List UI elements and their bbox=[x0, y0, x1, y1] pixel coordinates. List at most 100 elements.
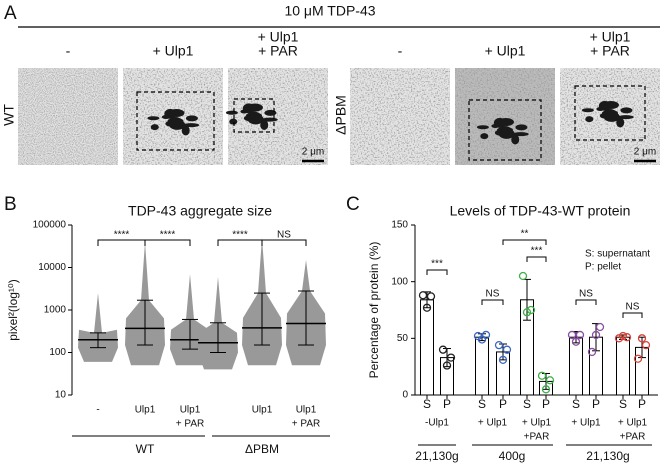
aggregate bbox=[147, 116, 160, 121]
aggregate bbox=[247, 114, 264, 125]
data-point bbox=[418, 291, 428, 300]
column-label: - bbox=[66, 43, 71, 59]
panel-letter: A bbox=[4, 3, 17, 24]
aggregate bbox=[169, 119, 186, 130]
centrifuge-label: 21,130g bbox=[586, 449, 629, 463]
data-point bbox=[438, 345, 448, 354]
micrograph-texture bbox=[350, 68, 450, 165]
significance-bracket bbox=[217, 239, 263, 246]
data-point bbox=[567, 330, 577, 340]
bar bbox=[475, 336, 489, 396]
x-tick-label: P bbox=[592, 397, 600, 411]
group-label: WT bbox=[136, 442, 155, 456]
data-point bbox=[571, 337, 581, 346]
aggregate bbox=[498, 128, 515, 139]
x-tick-label: Ulp1 bbox=[252, 405, 273, 416]
x-tick-label: Ulp1 bbox=[180, 405, 201, 416]
group-label: -Ulp1 bbox=[425, 418, 449, 429]
data-point bbox=[422, 303, 432, 312]
significance-bracket bbox=[97, 239, 146, 246]
aggregate bbox=[476, 125, 489, 130]
group-label: + Ulp1 bbox=[478, 418, 508, 429]
column-label: + Ulp1 bbox=[590, 29, 631, 45]
micrograph-texture bbox=[455, 68, 555, 165]
chart-title: TDP-43 aggregate size bbox=[128, 203, 272, 219]
dot-cloud bbox=[78, 293, 118, 362]
row-label: ΔPBM bbox=[333, 95, 349, 135]
aggregate bbox=[616, 117, 625, 128]
data-point bbox=[618, 331, 628, 341]
data-point bbox=[637, 334, 647, 343]
data-point bbox=[633, 354, 643, 363]
x-tick-label: Ulp1 bbox=[135, 405, 156, 416]
group-label: +PAR bbox=[524, 432, 550, 443]
group-label: ΔPBM bbox=[245, 442, 279, 456]
y-tick-label: 10000 bbox=[38, 262, 66, 273]
aggregate bbox=[511, 134, 520, 145]
roi-box bbox=[136, 91, 215, 151]
scale-bar-label: 2 μm bbox=[634, 147, 656, 158]
significance-bracket bbox=[526, 256, 547, 262]
data-point bbox=[575, 330, 585, 340]
significance-label: NS bbox=[579, 289, 593, 300]
column-label: + Ulp1 bbox=[153, 43, 194, 59]
significance-label: ** bbox=[521, 229, 529, 240]
micrograph-texture bbox=[18, 68, 118, 165]
data-point bbox=[595, 322, 605, 332]
x-tick-label: S bbox=[478, 397, 486, 411]
y-axis-label: Percentage of protein (%) bbox=[367, 242, 381, 379]
aggregate bbox=[185, 115, 198, 122]
x-tick-label: S bbox=[423, 397, 431, 411]
aggregate bbox=[515, 124, 528, 131]
data-point bbox=[541, 385, 551, 394]
data-point bbox=[591, 330, 601, 340]
data-point bbox=[518, 271, 528, 281]
y-tick-label: 100 bbox=[391, 276, 408, 287]
micrographs: WT 2 μm ΔPBM 2 μm bbox=[1, 68, 660, 165]
x-tick-label: - bbox=[96, 405, 99, 416]
aggregate bbox=[581, 108, 594, 113]
aggregate bbox=[617, 115, 634, 120]
aggregate bbox=[603, 111, 620, 122]
significance-label: *** bbox=[431, 259, 443, 270]
data-point bbox=[526, 305, 536, 315]
data-point bbox=[481, 330, 491, 340]
x-tick-label: Ulp1 bbox=[296, 405, 317, 416]
group-label: + Ulp1 bbox=[522, 418, 552, 429]
data-point bbox=[498, 355, 508, 365]
row-label: WT bbox=[1, 104, 17, 126]
aggregate bbox=[261, 117, 278, 122]
aggregate bbox=[183, 123, 200, 128]
panel-letter: B bbox=[4, 194, 17, 215]
x-tick-label: + PAR bbox=[292, 419, 320, 430]
y-axis-label: pixel²(log¹⁰) bbox=[6, 279, 20, 341]
significance-bracket bbox=[261, 239, 307, 246]
legend-entry: S: supernatant bbox=[585, 249, 650, 260]
aggregate bbox=[480, 133, 489, 140]
aggregate bbox=[264, 109, 277, 116]
centrifuge-label: 400g bbox=[499, 449, 526, 463]
significance-bracket bbox=[502, 239, 547, 245]
roi-box bbox=[574, 85, 646, 141]
aggregate bbox=[620, 107, 633, 114]
column-label: + PAR bbox=[590, 43, 630, 59]
aggregate bbox=[181, 125, 190, 136]
significance-label: **** bbox=[232, 230, 248, 241]
data-point bbox=[426, 292, 436, 301]
aggregate bbox=[260, 120, 269, 131]
aggregate bbox=[585, 116, 594, 123]
significance-label: NS bbox=[486, 289, 500, 300]
group-label: + Ulp1 bbox=[618, 418, 648, 429]
panel-letter: C bbox=[346, 194, 360, 215]
aggregate bbox=[225, 110, 238, 115]
roi-box bbox=[233, 98, 275, 133]
data-point bbox=[442, 361, 452, 370]
y-tick-label: 10 bbox=[55, 390, 67, 401]
data-point bbox=[641, 340, 651, 350]
significance-bracket bbox=[481, 299, 504, 305]
significance-label: **** bbox=[160, 230, 176, 241]
column-label: - bbox=[398, 43, 403, 59]
y-tick-label: 1000 bbox=[44, 305, 67, 316]
